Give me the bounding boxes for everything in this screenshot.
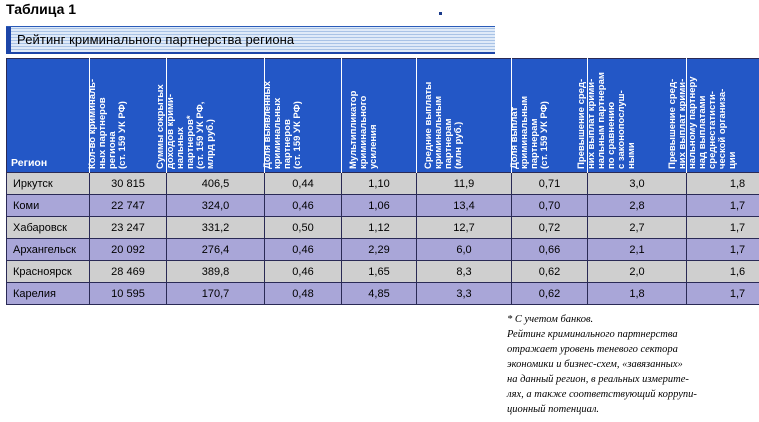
- value-cell: 0,44: [264, 172, 342, 195]
- table-title-band: Рейтинг криминального партнерства регион…: [6, 26, 495, 54]
- value-cell: 23 247: [89, 216, 167, 239]
- column-header-detected-share: Доля выявленных криминальных партнеров (…: [262, 58, 342, 173]
- table-row: Красноярск 28 469 389,8 0,46 1,65 8,3 0,62 2,0 1…: [6, 260, 759, 283]
- footnote-line: лях, а также соответствующий коррупи-: [507, 389, 697, 400]
- table-row: Архангельск 20 092 276,4 0,46 2,29 6,0 0,66 2,1…: [6, 238, 759, 261]
- footnote-line: * С учетом банков.: [507, 314, 594, 325]
- value-cell: 0,46: [264, 260, 342, 283]
- value-cell: 1,12: [341, 216, 417, 239]
- value-cell: 1,6: [686, 260, 759, 283]
- value-cell: 1,7: [686, 238, 759, 261]
- value-cell: 30 815: [89, 172, 167, 195]
- column-header-hidden-income: Суммы сокрытых доходов крими- нальных па…: [155, 58, 265, 173]
- value-cell: 0,71: [511, 172, 588, 195]
- value-cell: 0,72: [511, 216, 588, 239]
- value-cell: 0,50: [264, 216, 342, 239]
- column-header-partners-count: Кол-во криминаль- ных партнеров региона …: [87, 58, 167, 173]
- value-cell: 8,3: [416, 260, 512, 283]
- value-cell: 276,4: [166, 238, 265, 261]
- footnote-line: отражает уровень теневого сектора: [507, 344, 678, 355]
- value-cell: 389,8: [166, 260, 265, 283]
- value-cell: 1,8: [686, 172, 759, 195]
- column-header-region: Регион: [6, 58, 90, 173]
- footnote-line: на данный регион, в реальных измерите-: [507, 374, 689, 385]
- value-cell: 0,46: [264, 238, 342, 261]
- value-cell: 1,65: [341, 260, 417, 283]
- rating-table: Регион Кол-во криминаль- ных партнеров р…: [6, 58, 759, 305]
- value-cell: 22 747: [89, 194, 167, 217]
- value-cell: 1,7: [686, 282, 759, 305]
- value-cell: 1,10: [341, 172, 417, 195]
- region-cell: Красноярск: [6, 260, 90, 283]
- column-header-excess-vs-lawful: Превышение сред- них выплат крими- нальн…: [576, 58, 687, 173]
- value-cell: 1,06: [341, 194, 417, 217]
- column-header-payments-share: Доля выплат криминальным партнерам (ст. …: [509, 58, 588, 173]
- value-cell: 0,48: [264, 282, 342, 305]
- column-header-excess-vs-average: Превышение сред- них выплат крими- нальн…: [667, 58, 759, 173]
- region-cell: Карелия: [6, 282, 90, 305]
- value-cell: 2,7: [587, 216, 687, 239]
- title-accent-stripe: [6, 27, 11, 52]
- value-cell: 0,66: [511, 238, 588, 261]
- value-cell: 0,62: [511, 260, 588, 283]
- region-cell: Коми: [6, 194, 90, 217]
- region-cell: Иркутск: [6, 172, 90, 195]
- value-cell: 0,46: [264, 194, 342, 217]
- table-row: Хабаровск 23 247 331,2 0,50 1,12 12,7 0,72 2,7 1…: [6, 216, 759, 239]
- value-cell: 170,7: [166, 282, 265, 305]
- region-cell: Архангельск: [6, 238, 90, 261]
- value-cell: 1,7: [686, 216, 759, 239]
- value-cell: 2,29: [341, 238, 417, 261]
- value-cell: 406,5: [166, 172, 265, 195]
- table-row: Иркутск 30 815 406,5 0,44 1,10 11,9 0,71 3,0 1,8: [6, 172, 759, 195]
- value-cell: 10 595: [89, 282, 167, 305]
- header-row: Регион Кол-во криминаль- ных партнеров р…: [6, 58, 759, 173]
- value-cell: 28 469: [89, 260, 167, 283]
- footnote: * С учетом банков. Рейтинг криминального…: [507, 312, 747, 417]
- value-cell: 2,0: [587, 260, 687, 283]
- value-cell: 324,0: [166, 194, 265, 217]
- value-cell: 3,3: [416, 282, 512, 305]
- table-title: Рейтинг криминального партнерства регион…: [17, 32, 295, 47]
- value-cell: 0,70: [511, 194, 588, 217]
- footnote-line: экономики и бизнес-схем, «завязанных»: [507, 359, 683, 370]
- table-label: Таблица 1: [6, 1, 77, 17]
- column-header-average-payments: Средние выплаты криминальным партнерам (…: [416, 58, 512, 173]
- value-cell: 13,4: [416, 194, 512, 217]
- column-header-multiplier: Мультипликатор криминального усиления: [341, 58, 417, 173]
- table-row: Карелия 10 595 170,7 0,48 4,85 3,3 0,62 1,8 1,7: [6, 282, 759, 305]
- value-cell: 2,1: [587, 238, 687, 261]
- value-cell: 3,0: [587, 172, 687, 195]
- value-cell: 331,2: [166, 216, 265, 239]
- value-cell: 1,8: [587, 282, 687, 305]
- value-cell: 0,62: [511, 282, 588, 305]
- table-row: Коми 22 747 324,0 0,46 1,06 13,4 0,70 2,8 1,7: [6, 194, 759, 217]
- region-cell: Хабаровск: [6, 216, 90, 239]
- footnote-line: ционный потенциал.: [507, 404, 600, 415]
- value-cell: 1,7: [686, 194, 759, 217]
- decorative-dot: [439, 12, 442, 15]
- footnote-line: Рейтинг криминального партнерства: [507, 329, 678, 340]
- value-cell: 2,8: [587, 194, 687, 217]
- value-cell: 4,85: [341, 282, 417, 305]
- value-cell: 6,0: [416, 238, 512, 261]
- value-cell: 20 092: [89, 238, 167, 261]
- value-cell: 12,7: [416, 216, 512, 239]
- value-cell: 11,9: [416, 172, 512, 195]
